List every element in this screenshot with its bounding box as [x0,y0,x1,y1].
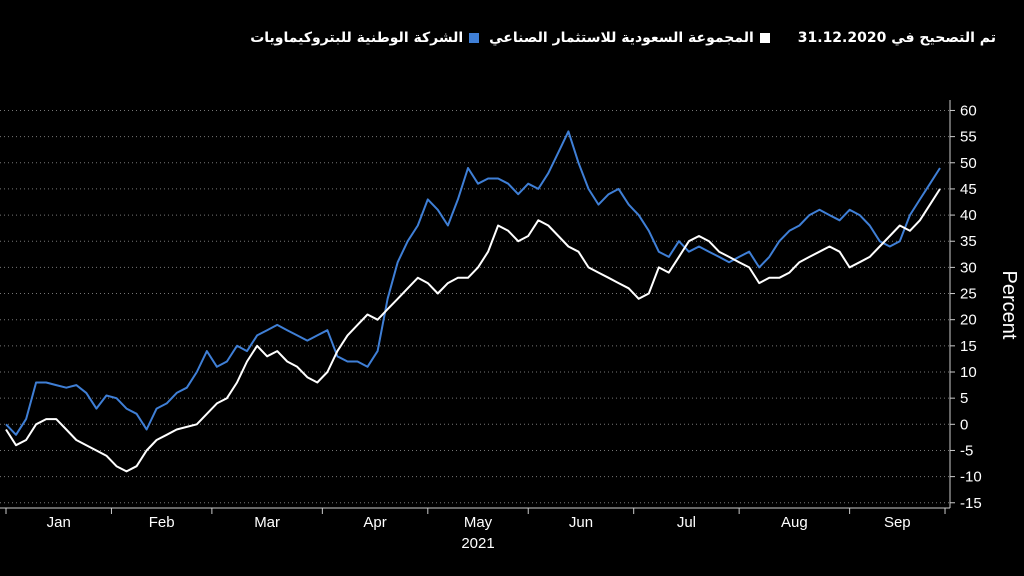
x-tick-label: Sep [884,514,911,531]
y-tick-label: 0 [960,416,968,433]
y-tick-label: 40 [960,207,977,224]
y-tick-label: 35 [960,233,977,250]
y-tick-label: 10 [960,364,977,381]
x-tick-label: Mar [254,514,280,531]
x-tick-label: Feb [149,514,175,531]
series-line-blue [5,130,941,436]
y-tick-label: 15 [960,338,977,355]
y-tick-label: 45 [960,181,977,198]
y-tick-label: 25 [960,286,977,303]
x-tick-label: Aug [781,514,808,531]
y-tick-label: 30 [960,259,977,276]
legend-item-white: المجموعة السعودية للاستثمار الصناعي [489,30,770,46]
y-tick-label: 20 [960,312,977,329]
y-axis-label: Percent [998,271,1020,340]
x-tick-label: Jul [677,514,696,531]
legend-label-blue: الشركة الوطنية للبتروكيماويات [250,30,464,46]
legend-label-white: المجموعة السعودية للاستثمار الصناعي [489,30,754,46]
y-tick-label: -5 [960,442,973,459]
y-tick-label: 50 [960,155,977,172]
x-tick-label: Apr [363,514,386,531]
y-tick-label: -10 [960,469,982,486]
legend-swatch-white [759,33,770,43]
legend: تم التصحيح في 31.12.2020 المجموعة السعود… [250,30,996,46]
legend-swatch-blue [469,33,480,43]
legend-item-blue: الشركة الوطنية للبتروكيماويات [250,30,480,46]
x-tick-label: Jan [47,514,71,531]
y-tick-label: 55 [960,129,977,146]
y-tick-label: 5 [960,390,968,407]
x-tick-label: May [464,514,493,531]
y-tick-label: -15 [960,495,982,512]
y-tick-label: 60 [960,102,977,119]
series-line-white [5,188,941,473]
x-year-label: 2021 [461,535,494,552]
legend-title: تم التصحيح في 31.12.2020 [797,30,996,46]
x-tick-label: Jun [569,514,593,531]
